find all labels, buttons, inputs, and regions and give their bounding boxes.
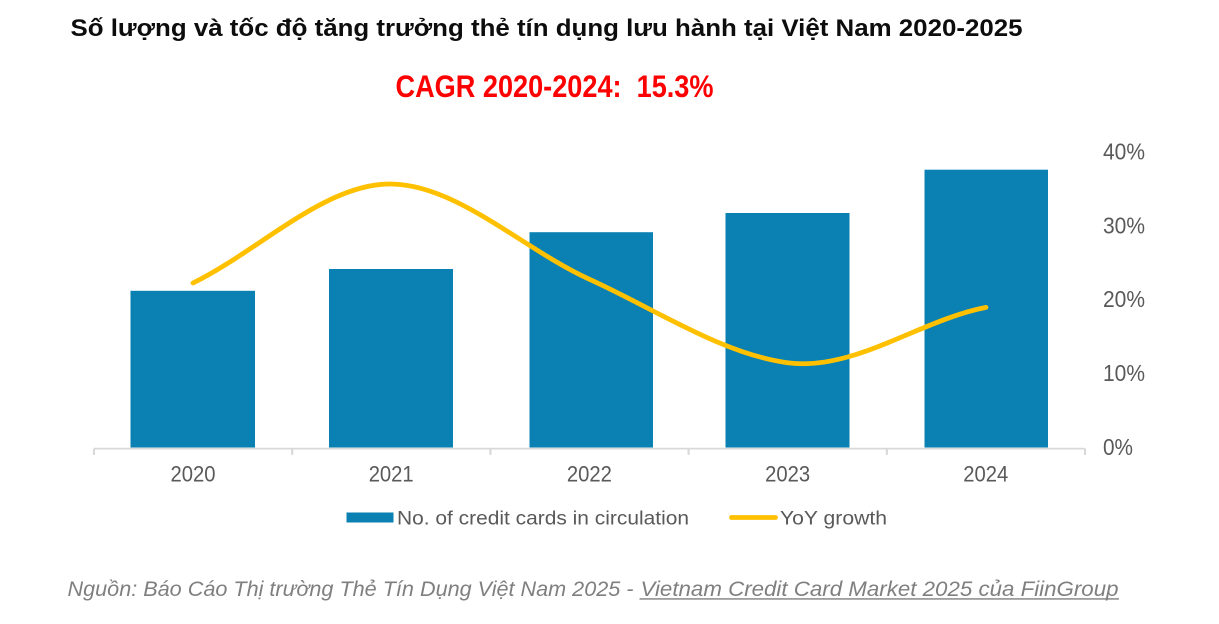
svg-text:Vietnam Credit Card Market 202: Vietnam Credit Card Market 2025 của Fiin… xyxy=(641,577,1119,601)
svg-text:2021: 2021 xyxy=(369,461,414,486)
svg-text:Nguồn: Báo Cáo Thị trường Thẻ: Nguồn: Báo Cáo Thị trường Thẻ Tín Dụng V… xyxy=(68,577,634,601)
svg-text:Số lượng và tốc độ tăng trưởng: Số lượng và tốc độ tăng trưởng thẻ tín d… xyxy=(71,15,1023,42)
svg-text:2022: 2022 xyxy=(567,461,612,486)
svg-text:CAGR 2020-2024: 15.3%: CAGR 2020-2024: 15.3% xyxy=(396,68,714,104)
svg-text:2024: 2024 xyxy=(963,461,1008,486)
svg-text:40%: 40% xyxy=(1103,138,1145,164)
svg-text:No. of credit cards in circula: No. of credit cards in circulation xyxy=(397,507,689,529)
svg-text:2020: 2020 xyxy=(171,461,216,486)
svg-text:0%: 0% xyxy=(1103,434,1133,460)
svg-text:30%: 30% xyxy=(1103,212,1145,238)
svg-text:2023: 2023 xyxy=(765,461,810,486)
svg-text:20%: 20% xyxy=(1103,286,1145,312)
svg-text:YoY growth: YoY growth xyxy=(780,507,887,529)
svg-text:10%: 10% xyxy=(1103,360,1145,386)
